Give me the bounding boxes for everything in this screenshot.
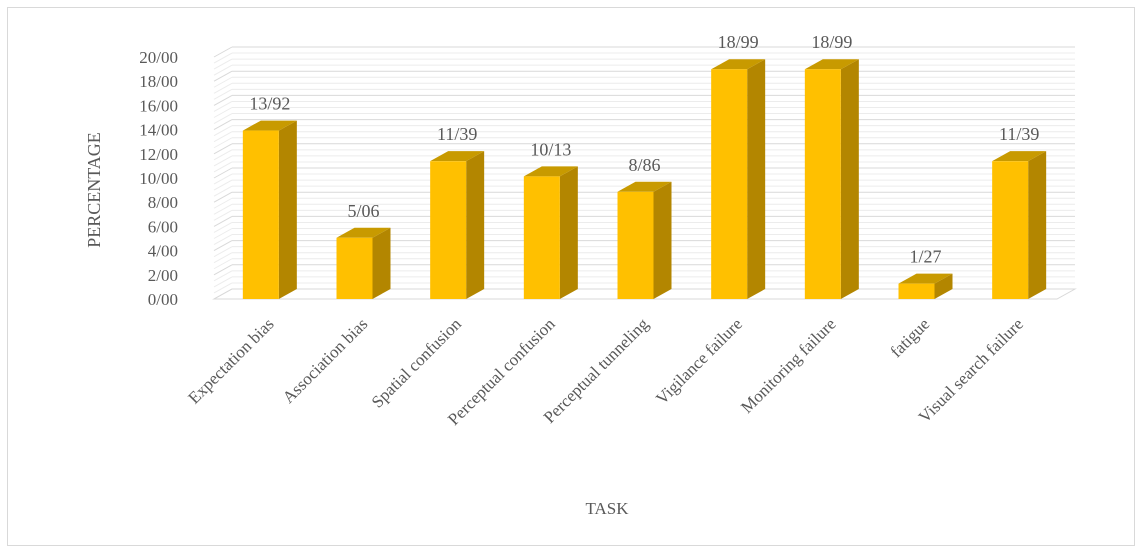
minor-gridline xyxy=(213,113,1075,124)
bar-top xyxy=(336,227,391,238)
bar-side xyxy=(559,166,578,299)
y-tick-label: 0/00 xyxy=(148,290,178,309)
minor-gridline xyxy=(213,179,1075,191)
y-tick-label: 14/00 xyxy=(139,121,178,140)
minor-gridline xyxy=(213,58,1075,70)
bar-side xyxy=(747,59,766,299)
bar-front xyxy=(711,69,748,299)
y-tick-label: 18/00 xyxy=(139,72,178,91)
y-tick-label: 20/00 xyxy=(139,48,178,67)
bar xyxy=(336,227,391,299)
bar-front xyxy=(898,283,935,299)
bar-side xyxy=(653,181,672,299)
bar xyxy=(617,181,672,299)
bar-side xyxy=(278,120,297,300)
bar-side xyxy=(840,59,859,299)
x-tick-label: Association bias xyxy=(279,314,372,407)
data-label: 13/92 xyxy=(249,94,290,114)
bar-front xyxy=(992,161,1029,299)
data-label: 11/39 xyxy=(999,124,1039,144)
data-label: 18/99 xyxy=(811,32,852,52)
data-label: 18/99 xyxy=(718,32,759,52)
x-axis-title: TASK xyxy=(585,499,629,518)
y-tick-label: 2/00 xyxy=(148,266,178,285)
bar-top xyxy=(898,273,953,284)
minor-gridline xyxy=(213,155,1075,167)
bar-top xyxy=(711,59,766,70)
bar-side xyxy=(372,227,391,299)
y-tick-label: 10/00 xyxy=(139,169,178,188)
major-gridline xyxy=(213,119,1075,131)
bar-front xyxy=(242,130,279,299)
minor-gridline xyxy=(213,64,1075,76)
minor-gridline xyxy=(213,82,1075,94)
bar xyxy=(898,273,953,299)
bar-top xyxy=(242,120,297,131)
y-tick-label: 12/00 xyxy=(139,145,178,164)
bar-side xyxy=(1028,151,1047,299)
bar-front xyxy=(804,69,841,299)
bar xyxy=(711,59,766,299)
bar xyxy=(242,120,297,300)
x-tick-label: Visual search failure xyxy=(915,314,1027,426)
data-labels: 13/92 5/06 11/39 10/13 8/86 18/99 18/99 1/27 11/… xyxy=(249,32,1039,266)
bar-front xyxy=(523,176,560,299)
minor-gridline xyxy=(213,52,1075,64)
bars xyxy=(242,59,1047,300)
bar-top xyxy=(617,181,672,192)
y-tick-label: 6/00 xyxy=(148,217,178,236)
bar-front xyxy=(617,191,654,299)
x-tick-label: Vigilance failure xyxy=(652,314,746,408)
y-axis-title: PERCENTAGE xyxy=(84,132,104,248)
x-tick-label: Perceptual tunneling xyxy=(540,314,653,427)
data-label: 11/39 xyxy=(437,124,477,144)
minor-gridline xyxy=(213,107,1075,118)
major-gridline xyxy=(213,70,1075,82)
bar xyxy=(804,59,859,299)
x-tick-label: fatigue xyxy=(887,314,934,361)
x-tick-label: Spatial confusion xyxy=(368,314,466,412)
y-tick-label: 16/00 xyxy=(139,96,178,115)
minor-gridline xyxy=(213,149,1075,161)
minor-gridline xyxy=(213,161,1075,173)
major-gridline xyxy=(213,143,1075,155)
x-axis-ticks: Expectation bias Association biasSpatial … xyxy=(184,314,1027,429)
minor-gridline xyxy=(213,100,1075,112)
minor-gridline xyxy=(213,76,1075,88)
chart-floor xyxy=(212,288,1077,300)
minor-gridline xyxy=(213,125,1075,137)
data-label: 1/27 xyxy=(909,247,941,267)
y-axis-ticks: 0/00 2/00 4/00 6/00 8/00 10/00 12/00 14/00 16/00… xyxy=(139,48,178,309)
y-tick-label: 8/00 xyxy=(148,193,178,212)
bar-top xyxy=(523,166,578,177)
x-tick-label: Monitoring failure xyxy=(737,314,840,417)
x-tick-label: Expectation bias xyxy=(184,314,277,407)
bar xyxy=(992,151,1047,299)
data-label: 5/06 xyxy=(347,201,379,221)
bar-top xyxy=(804,59,859,70)
bar-side xyxy=(934,273,953,299)
bar-side xyxy=(466,151,485,299)
minor-gridline xyxy=(213,137,1075,149)
bar-top xyxy=(992,151,1047,162)
minor-gridline xyxy=(213,131,1075,143)
data-label: 10/13 xyxy=(530,139,571,159)
bar-top xyxy=(430,151,485,162)
bar-front xyxy=(430,161,467,299)
major-gridline xyxy=(213,94,1075,106)
minor-gridline xyxy=(213,88,1075,100)
bar xyxy=(523,166,578,299)
major-gridline xyxy=(213,46,1075,58)
minor-gridline xyxy=(213,173,1075,185)
bar-front xyxy=(336,237,373,299)
bar xyxy=(430,151,485,299)
major-gridline xyxy=(213,167,1075,179)
y-tick-label: 4/00 xyxy=(148,242,178,261)
data-label: 8/86 xyxy=(628,155,660,175)
